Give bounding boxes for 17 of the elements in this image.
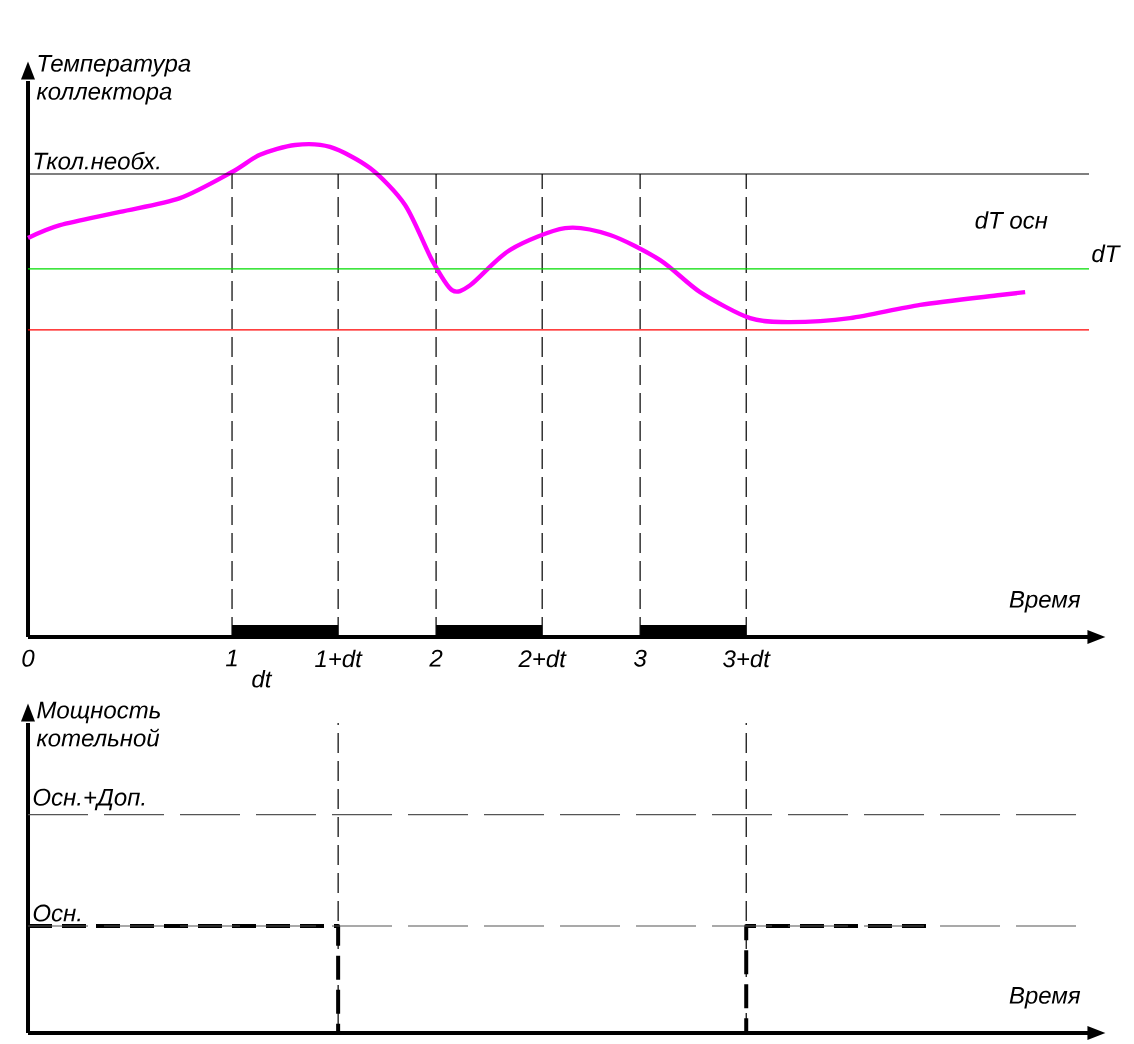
y-axis-title: Мощность котельной	[36, 701, 160, 747]
x-tick-label: 1	[226, 649, 237, 667]
x-axis-title: Время	[1009, 987, 1081, 1009]
x-tick-label: 3	[634, 649, 647, 667]
x-tick-label: 2	[429, 649, 443, 667]
x-tick-label: 0	[22, 649, 35, 667]
x-tick-label: 1+dt	[315, 649, 363, 668]
text: dt	[252, 669, 273, 688]
ref-line-label: Осн.	[33, 904, 81, 922]
ref-line-label: Ткол.необх.	[34, 151, 159, 170]
x-tick-label: 2+dt	[518, 649, 567, 668]
annotation: dT осн	[975, 211, 1048, 229]
x-tick-label: 3+dt	[723, 649, 771, 668]
text: dT	[1092, 244, 1121, 263]
ref-line-label: Осн.+Доп.	[33, 788, 145, 811]
y-axis-title: Температура коллектора	[36, 55, 191, 105]
x-axis-title: Время	[1009, 591, 1081, 613]
